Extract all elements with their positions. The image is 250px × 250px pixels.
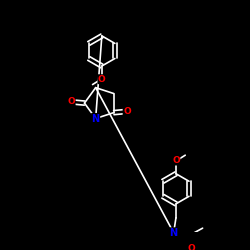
Text: O: O — [187, 244, 195, 250]
Text: O: O — [123, 107, 131, 116]
Text: N: N — [92, 114, 100, 124]
Text: O: O — [172, 156, 180, 165]
Text: O: O — [98, 75, 106, 84]
Text: N: N — [170, 228, 178, 238]
Text: O: O — [68, 98, 75, 106]
